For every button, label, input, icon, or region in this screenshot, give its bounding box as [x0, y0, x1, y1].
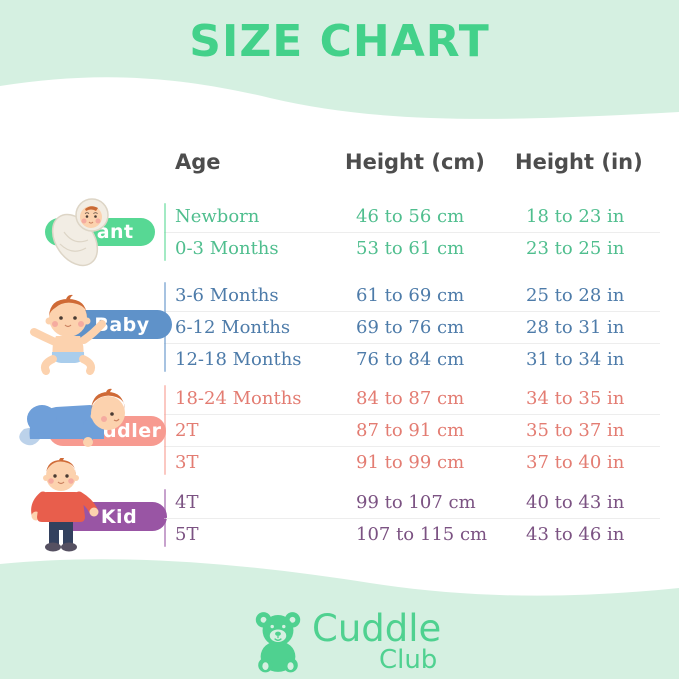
table-row: 12-18 Months 76 to 84 cm 31 to 34 in — [164, 343, 660, 375]
cell-age: Newborn — [175, 205, 260, 227]
table-row: 4T 99 to 107 cm 40 to 43 in — [164, 486, 660, 518]
cell-age: 0-3 Months — [175, 238, 279, 259]
kid-rows: 4T 99 to 107 cm 40 to 43 in 5T 107 to 115 cm… — [164, 486, 660, 550]
cell-in: 28 to 31 in — [526, 317, 625, 338]
page-title: SIZE CHART — [189, 16, 490, 67]
table-row: 2T 87 to 91 cm 35 to 37 in — [164, 414, 660, 446]
cell-cm: 69 to 76 cm — [356, 317, 465, 338]
cell-age: 4T — [175, 491, 199, 513]
table-row: 3T 91 to 99 cm 37 to 40 in — [164, 446, 660, 478]
cell-in: 18 to 23 in — [526, 205, 625, 227]
cell-cm: 87 to 91 cm — [356, 420, 465, 441]
cell-in: 40 to 43 in — [526, 491, 625, 513]
cell-cm: 53 to 61 cm — [356, 238, 465, 259]
cell-age: 2T — [175, 420, 199, 441]
cell-cm: 84 to 87 cm — [356, 387, 465, 409]
cell-in: 34 to 35 in — [526, 387, 625, 409]
cell-in: 31 to 34 in — [526, 349, 625, 370]
toddler-illustration — [19, 388, 125, 447]
table-row: 6-12 Months 69 to 76 cm 28 to 31 in — [164, 311, 660, 343]
cell-age: 18-24 Months — [175, 387, 302, 409]
table-row: Newborn 46 to 56 cm 18 to 23 in — [164, 200, 660, 232]
column-header-height-cm: Height (cm) — [345, 150, 485, 174]
cell-in: 37 to 40 in — [526, 452, 625, 473]
cell-in: 23 to 25 in — [526, 238, 625, 259]
cell-cm: 61 to 69 cm — [356, 284, 465, 306]
brand-logo: Cuddle Club — [250, 610, 441, 675]
toddler-rows: 18-24 Months 84 to 87 cm 34 to 35 in 2T 87 t… — [164, 382, 660, 478]
column-header-height-in: Height (in) — [515, 150, 643, 174]
cell-in: 35 to 37 in — [526, 420, 625, 441]
cell-cm: 46 to 56 cm — [356, 205, 465, 227]
table-row: 5T 107 to 115 cm 43 to 46 in — [164, 518, 660, 550]
cell-cm: 99 to 107 cm — [356, 491, 476, 513]
infant-illustration — [51, 198, 109, 267]
table-row: 3-6 Months 61 to 69 cm 25 to 28 in — [164, 279, 660, 311]
cell-cm: 76 to 84 cm — [356, 349, 465, 370]
infant-rows: Newborn 46 to 56 cm 18 to 23 in 0-3 Months 5… — [164, 200, 660, 264]
table-row: 18-24 Months 84 to 87 cm 34 to 35 in — [164, 382, 660, 414]
brand-name: Cuddle — [312, 607, 442, 650]
brand-subname: Club — [378, 645, 438, 675]
cell-age: 6-12 Months — [175, 317, 291, 338]
kid-illustration — [31, 458, 99, 552]
baby-illustration — [30, 294, 106, 375]
column-header-age: Age — [175, 150, 221, 174]
group-label-kid: Kid — [100, 505, 138, 528]
cell-age: 3-6 Months — [175, 284, 279, 306]
cell-in: 43 to 46 in — [526, 524, 625, 545]
cell-age: 3T — [175, 452, 199, 473]
cell-in: 25 to 28 in — [526, 284, 625, 306]
cell-age: 12-18 Months — [175, 349, 302, 370]
group-label-baby: Baby — [94, 313, 150, 336]
teddy-bear-icon — [255, 612, 301, 673]
table-row: 0-3 Months 53 to 61 cm 23 to 25 in — [164, 232, 660, 264]
cell-cm: 91 to 99 cm — [356, 452, 465, 473]
table-header: Age Height (cm) Height (in) — [175, 150, 660, 174]
cell-cm: 107 to 115 cm — [356, 524, 488, 545]
baby-rows: 3-6 Months 61 to 69 cm 25 to 28 in 6-12 Mon… — [164, 279, 660, 375]
cell-age: 5T — [175, 524, 199, 545]
brand-wordmark: Cuddle Club — [312, 610, 441, 675]
